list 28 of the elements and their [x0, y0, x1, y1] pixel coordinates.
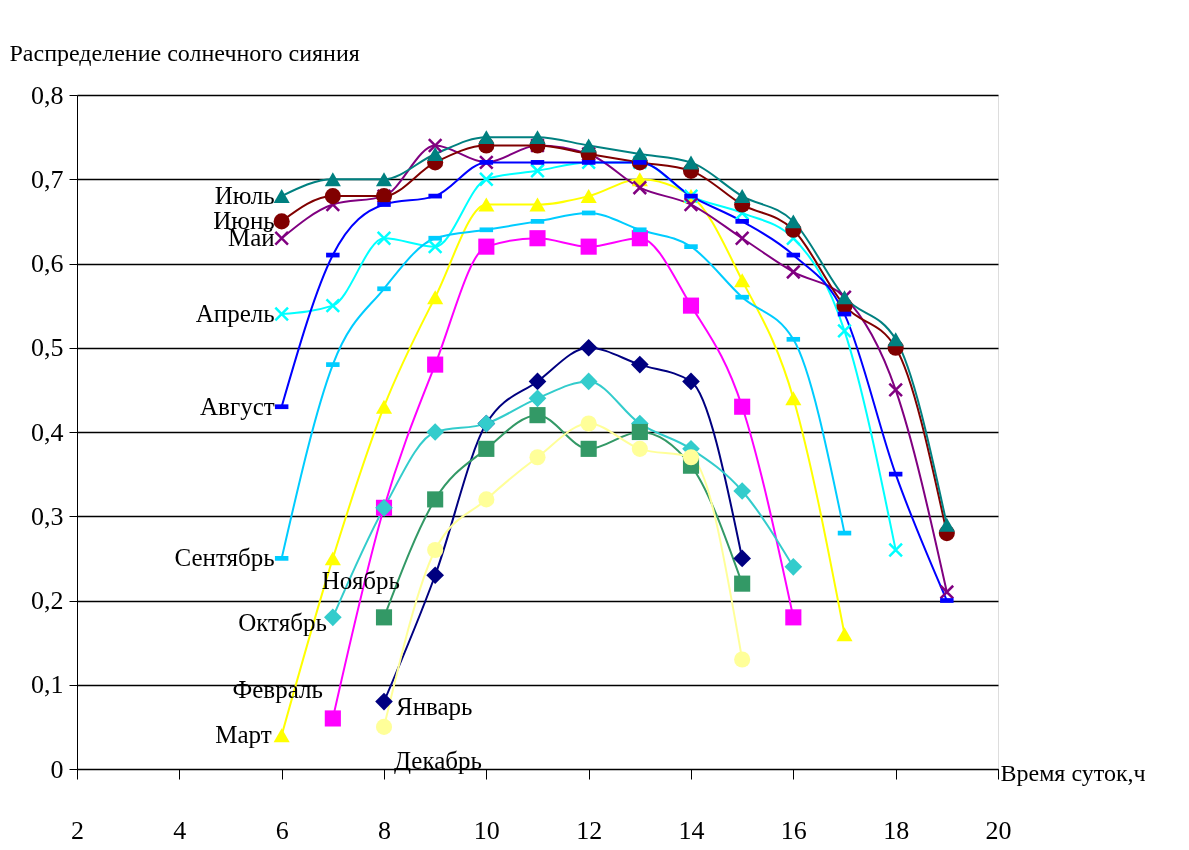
- x-tick-label: 4: [173, 815, 187, 845]
- y-axis-title: Распределение солнечного сияния: [9, 39, 360, 66]
- series-label: Апрель: [195, 300, 275, 328]
- y-tick-label: 0,5: [31, 333, 64, 363]
- x-tick-label: 16: [780, 815, 807, 845]
- x-axis-title: Время суток,ч: [1000, 759, 1146, 786]
- y-tick-label: 0,7: [31, 164, 64, 194]
- series-label: Март: [215, 721, 272, 749]
- y-tick-label: 0,8: [31, 80, 64, 110]
- y-tick-label: 0,4: [31, 417, 64, 447]
- series-label: Сентябрь: [174, 544, 275, 572]
- series-label: Декабрь: [394, 746, 482, 774]
- x-tick-label: 6: [275, 815, 289, 845]
- y-tick-label: 0,2: [31, 586, 64, 615]
- series-label: Август: [200, 392, 275, 420]
- x-tick-label: 8: [378, 815, 391, 845]
- x-tick-label: 18: [883, 815, 910, 845]
- x-tick-label: 20: [985, 815, 1012, 845]
- x-tick-label: 2: [71, 815, 84, 845]
- x-tick-label: 12: [576, 815, 603, 845]
- series-label: Июль: [214, 182, 275, 210]
- y-tick-label: 0,6: [31, 249, 64, 278]
- y-tick-label: 0,1: [31, 670, 64, 700]
- x-tick-label: 10: [473, 815, 500, 845]
- y-tick-label: 0,3: [31, 501, 64, 531]
- series-label: Январь: [396, 692, 473, 720]
- x-tick-label: 14: [678, 815, 705, 845]
- y-tick-label: 0: [50, 754, 64, 784]
